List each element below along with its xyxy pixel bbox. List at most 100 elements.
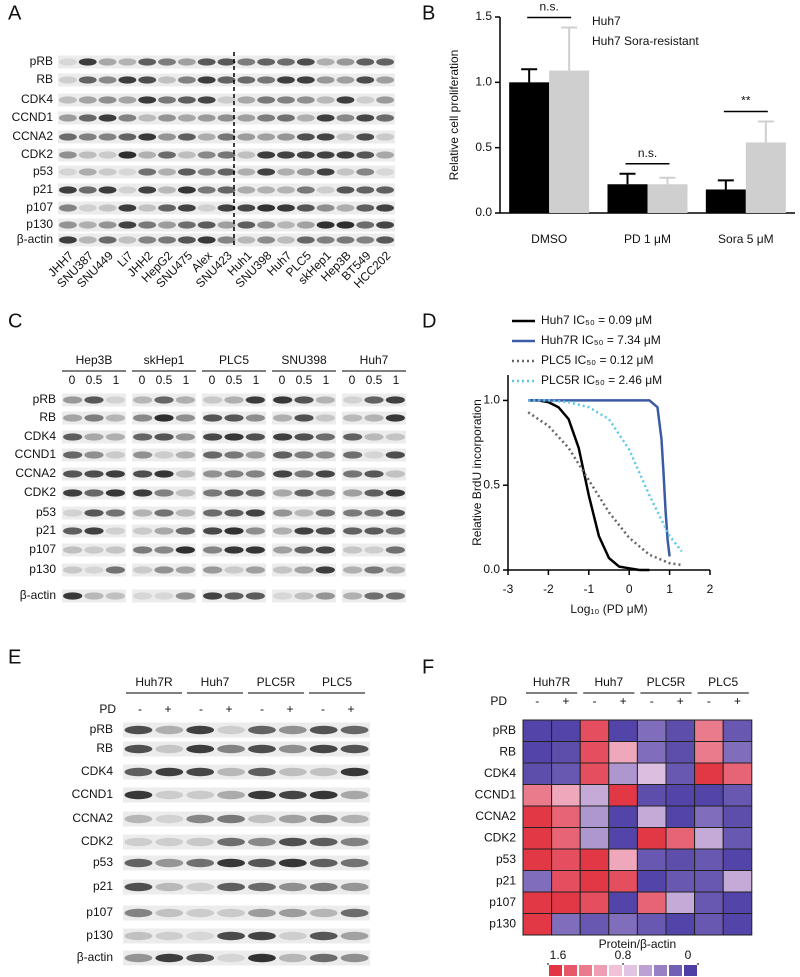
blot-band — [133, 592, 153, 600]
blot-band — [84, 414, 104, 422]
blot-band — [203, 546, 223, 554]
blot-band — [217, 151, 236, 159]
blot-band — [343, 451, 363, 459]
blot-band — [315, 592, 335, 600]
blot-band — [58, 204, 77, 212]
blot-band — [245, 527, 265, 535]
heat-cell — [579, 741, 610, 764]
heat-cell — [551, 719, 581, 742]
blot-band — [237, 58, 256, 66]
blot-band — [63, 592, 83, 600]
blot-band — [118, 58, 137, 66]
blot-band — [278, 882, 307, 892]
blot-band — [278, 767, 307, 777]
blot-band — [316, 168, 335, 176]
colorbar-label: Protein/β-actin — [599, 937, 677, 951]
blot-band — [273, 566, 293, 574]
blot-band — [158, 221, 176, 229]
blot-band — [154, 489, 174, 497]
heat-cell — [608, 719, 638, 742]
legend-entry: PLC5 IC₅₀ = 0.12 μM — [541, 353, 653, 367]
blot-band — [340, 858, 369, 868]
group-label: Huh7R — [533, 675, 571, 689]
blot-band — [385, 470, 405, 478]
blot-band — [340, 931, 369, 941]
blot-band — [385, 489, 405, 497]
blot-strip — [62, 563, 126, 577]
blot-band — [98, 114, 117, 122]
heat-cell — [608, 848, 638, 871]
heat-cell — [522, 870, 553, 893]
blot-band — [224, 451, 244, 459]
curve — [528, 399, 683, 553]
blot-band — [98, 186, 117, 194]
heat-cell — [636, 741, 667, 764]
blot-band — [224, 489, 244, 497]
blot-band — [245, 433, 265, 441]
heat-cell — [665, 827, 696, 850]
heat-cell — [551, 848, 581, 871]
x-tick-label: 1 — [666, 582, 673, 596]
blot-band — [63, 396, 83, 404]
blot-band — [237, 151, 256, 159]
blot-band — [177, 186, 196, 194]
y-axis-label: Relative cell proliferation — [447, 50, 461, 181]
group-label: Huh7 — [201, 675, 230, 689]
blot-band — [158, 151, 176, 159]
row-label: p21 — [33, 182, 53, 196]
panel-label: D — [422, 310, 436, 332]
blot-band — [315, 509, 335, 517]
blot-band — [133, 414, 153, 422]
blot-band — [248, 814, 276, 824]
blot-band — [294, 396, 314, 404]
blot-band — [316, 133, 335, 141]
heat-cell — [722, 913, 753, 936]
blot-band — [309, 837, 338, 847]
blot-band — [98, 168, 117, 176]
blot-band — [364, 566, 384, 574]
blot-strip — [58, 111, 395, 125]
group-label: PLC5R — [647, 675, 686, 689]
heat-cell — [522, 913, 553, 936]
blot-band — [245, 470, 265, 478]
group-label: Huh7 — [594, 675, 623, 689]
blot-band — [343, 414, 363, 422]
blot-band — [118, 204, 137, 212]
panel-label: E — [8, 646, 21, 668]
blot-band — [78, 133, 97, 141]
blot-band — [248, 767, 276, 777]
heat-cell — [665, 741, 696, 764]
blot-band — [385, 592, 405, 600]
heat-cell — [636, 784, 667, 807]
blot-band — [296, 133, 315, 141]
row-label: β-actin — [20, 588, 56, 602]
blot-band — [155, 790, 184, 800]
blot-band — [118, 186, 137, 194]
dose-label: 0 — [349, 373, 356, 387]
dose-label: 1 — [183, 373, 190, 387]
bar — [607, 184, 648, 213]
blot-band — [356, 133, 375, 141]
blot-band — [175, 592, 195, 600]
blot-band — [277, 168, 295, 176]
blot-band — [177, 204, 196, 212]
blot-band — [364, 396, 384, 404]
blot-band — [224, 527, 244, 535]
blot-band — [58, 76, 77, 84]
blot-strip — [123, 741, 370, 757]
blot-band — [105, 470, 125, 478]
group-label: PLC5R — [257, 675, 296, 689]
blot-band — [197, 58, 216, 66]
blot-band — [385, 566, 405, 574]
blot-band — [133, 396, 153, 404]
heat-cell — [579, 784, 610, 807]
blot-band — [294, 489, 314, 497]
heat-cell — [694, 741, 724, 764]
row-label: CDK4 — [484, 766, 516, 780]
blot-band — [237, 221, 256, 229]
blot-band — [84, 566, 104, 574]
blot-band — [296, 204, 315, 212]
heat-cell — [694, 870, 724, 893]
heat-cell — [694, 913, 724, 936]
blot-band — [138, 204, 157, 212]
